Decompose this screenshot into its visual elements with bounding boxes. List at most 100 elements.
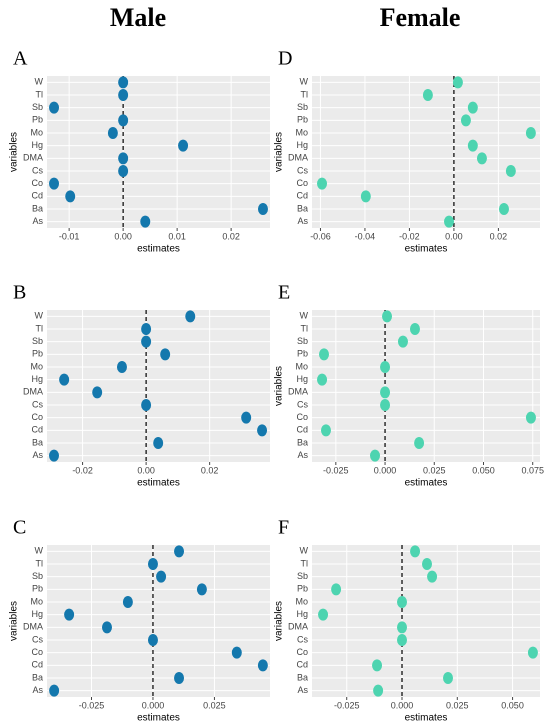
panel-letter: D bbox=[278, 48, 292, 70]
dot bbox=[48, 449, 59, 462]
dot bbox=[525, 127, 536, 139]
dot bbox=[505, 165, 516, 177]
dot bbox=[257, 424, 268, 437]
y-tick-label: Ba bbox=[32, 437, 43, 447]
dot bbox=[414, 437, 425, 449]
y-tick-label: As bbox=[32, 450, 43, 460]
y-tick-label: Mo bbox=[295, 596, 308, 606]
dot bbox=[156, 570, 167, 583]
dot bbox=[373, 684, 384, 697]
y-axis-label: variables bbox=[274, 132, 285, 172]
y-tick-label: W bbox=[35, 77, 44, 87]
x-tick-label: -0.06 bbox=[310, 231, 331, 241]
dot bbox=[92, 386, 103, 399]
dot bbox=[118, 165, 129, 177]
y-tick-label: Tl bbox=[36, 89, 44, 99]
y-tick-label: Sb bbox=[297, 571, 308, 581]
dot bbox=[160, 348, 171, 361]
x-tick-label: 0.02 bbox=[222, 231, 240, 241]
x-tick-label: -0.025 bbox=[334, 700, 360, 710]
plot-background bbox=[47, 545, 270, 697]
dot bbox=[241, 411, 252, 424]
dot bbox=[196, 583, 207, 596]
x-tick-label: 0.000 bbox=[374, 465, 397, 475]
x-tick-label: -0.025 bbox=[323, 465, 349, 475]
y-tick-label: Sb bbox=[297, 102, 308, 112]
x-tick-label: 0.050 bbox=[472, 465, 495, 475]
dot bbox=[318, 608, 329, 621]
dot bbox=[231, 646, 242, 659]
dot bbox=[360, 190, 371, 203]
dot bbox=[397, 621, 408, 634]
y-tick-label: DMA bbox=[23, 387, 43, 397]
y-axis-label: variables bbox=[9, 601, 20, 641]
x-tick-label: 0.000 bbox=[391, 700, 414, 710]
x-tick-label: -0.02 bbox=[399, 231, 420, 241]
dot bbox=[185, 310, 196, 323]
dot bbox=[49, 177, 60, 190]
dot bbox=[397, 634, 408, 646]
y-tick-label: Pb bbox=[297, 349, 308, 359]
y-tick-label: Hg bbox=[31, 374, 43, 384]
column-header: Female bbox=[380, 3, 461, 32]
dot bbox=[380, 399, 391, 411]
x-axis-label: estimates bbox=[405, 713, 448, 724]
y-tick-label: Tl bbox=[36, 558, 44, 568]
y-tick-label: As bbox=[297, 450, 308, 460]
y-tick-label: Cd bbox=[296, 425, 308, 435]
y-axis-label: variables bbox=[274, 601, 285, 641]
y-tick-label: Pb bbox=[297, 584, 308, 594]
y-axis-label: variables bbox=[274, 366, 285, 406]
y-tick-label: Pb bbox=[32, 115, 43, 125]
dot bbox=[118, 76, 129, 89]
panel-letter: F bbox=[278, 517, 289, 539]
y-tick-label: DMA bbox=[288, 387, 308, 397]
y-tick-label: W bbox=[35, 546, 44, 556]
x-tick-label: -0.02 bbox=[72, 465, 93, 475]
y-tick-label: Mo bbox=[295, 361, 308, 371]
dot bbox=[257, 203, 268, 215]
dot bbox=[527, 646, 538, 659]
y-tick-label: W bbox=[35, 311, 44, 321]
dot bbox=[372, 659, 383, 672]
dot bbox=[443, 672, 454, 684]
dot bbox=[525, 411, 536, 424]
dot bbox=[331, 583, 342, 596]
y-tick-label: Mo bbox=[30, 127, 43, 137]
y-tick-label: Cd bbox=[31, 191, 43, 201]
x-tick-label: 0.025 bbox=[423, 465, 446, 475]
y-tick-label: Tl bbox=[301, 558, 309, 568]
y-tick-label: Co bbox=[31, 647, 43, 657]
y-tick-label: Co bbox=[296, 647, 308, 657]
dot bbox=[380, 386, 391, 399]
y-tick-label: As bbox=[32, 685, 43, 695]
x-axis-label: estimates bbox=[137, 478, 180, 489]
dot bbox=[178, 139, 189, 152]
x-tick-label: -0.025 bbox=[79, 700, 105, 710]
y-tick-label: W bbox=[300, 311, 309, 321]
panel-letter: B bbox=[13, 282, 26, 304]
dot bbox=[153, 437, 164, 449]
dot bbox=[397, 335, 408, 348]
plot-background bbox=[47, 310, 270, 462]
dot bbox=[65, 190, 76, 203]
dot bbox=[49, 101, 60, 114]
dot bbox=[147, 558, 158, 570]
y-tick-label: Mo bbox=[295, 127, 308, 137]
y-tick-label: Sb bbox=[32, 571, 43, 581]
dot bbox=[141, 335, 152, 348]
x-tick-label: 0.00 bbox=[445, 231, 463, 241]
dot bbox=[427, 570, 438, 583]
y-tick-label: W bbox=[300, 546, 309, 556]
y-tick-label: As bbox=[297, 216, 308, 226]
dot bbox=[317, 373, 328, 386]
y-tick-label: DMA bbox=[23, 153, 43, 163]
y-tick-label: Tl bbox=[36, 323, 44, 333]
y-tick-label: Hg bbox=[296, 140, 308, 150]
x-tick-label: -0.01 bbox=[59, 231, 80, 241]
x-tick-label: 0.02 bbox=[490, 231, 508, 241]
y-axis-label: variables bbox=[9, 132, 20, 172]
dot bbox=[101, 621, 112, 634]
plot-background bbox=[47, 76, 270, 228]
